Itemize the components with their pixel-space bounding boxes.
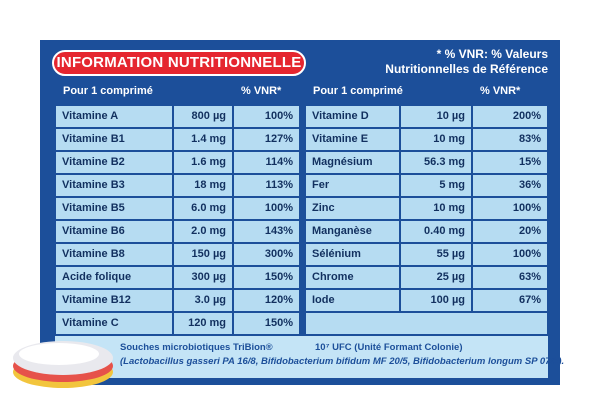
table-cell: 300 µg (173, 266, 233, 289)
column-header: Pour 1 comprimé (63, 85, 153, 97)
table-cell: 120 mg (173, 312, 233, 335)
table-cell: 150% (233, 266, 300, 289)
table-cell: Sélénium (305, 243, 400, 266)
table-cell: Magnésium (305, 151, 400, 174)
table-cell: 114% (233, 151, 300, 174)
table-cell: Vitamine B12 (55, 289, 173, 312)
table-cell: 55 µg (400, 243, 472, 266)
table-cell: 10 mg (400, 128, 472, 151)
footer-text: 10⁷ UFC (Unité Formant Colonie) (315, 342, 463, 353)
table-cell: 67% (472, 289, 548, 312)
table-cell: Iode (305, 289, 400, 312)
table-cell: 100% (472, 197, 548, 220)
table-cell: 100 µg (400, 289, 472, 312)
table-cell: 10 mg (400, 197, 472, 220)
tablet-icon (13, 341, 113, 388)
column-header: % VNR* (241, 85, 282, 97)
table-cell: 1.6 mg (173, 151, 233, 174)
table-cell: 25 µg (400, 266, 472, 289)
table-cell: 15% (472, 151, 548, 174)
table-cell: 3.0 µg (173, 289, 233, 312)
note: Nutritionnelles de Référence (385, 62, 548, 76)
table-cell: 36% (472, 174, 548, 197)
table-cell: 150 µg (173, 243, 233, 266)
table-cell: Zinc (305, 197, 400, 220)
note: * % VNR: % Valeurs (436, 47, 548, 61)
table-cell: Acide folique (55, 266, 173, 289)
table-cell: 18 mg (173, 174, 233, 197)
table-cell: 113% (233, 174, 300, 197)
table-cell: 0.40 mg (400, 220, 472, 243)
table-cell: 20% (472, 220, 548, 243)
table-cell: Vitamine B8 (55, 243, 173, 266)
empty-cell (305, 312, 548, 335)
table-cell: 100% (472, 243, 548, 266)
table-cell: Fer (305, 174, 400, 197)
table-cell: 143% (233, 220, 300, 243)
footer-text: (Lactobacillus gasseri PA 16/8, Bifidoba… (120, 356, 565, 367)
table-cell: Vitamine D (305, 105, 400, 128)
table-cell: 10 µg (400, 105, 472, 128)
table-cell: Vitamine A (55, 105, 173, 128)
table-cell: 800 µg (173, 105, 233, 128)
table-cell: 100% (233, 105, 300, 128)
table-cell: 63% (472, 266, 548, 289)
table-cell: 100% (233, 197, 300, 220)
table-cell: 83% (472, 128, 548, 151)
table-cell: Vitamine B2 (55, 151, 173, 174)
footer-text: Souches microbiotiques TriBion® (120, 342, 273, 353)
column-header: % VNR* (480, 85, 521, 97)
footer-box (55, 336, 548, 378)
table-cell: 6.0 mg (173, 197, 233, 220)
table-cell: 127% (233, 128, 300, 151)
table-cell: 120% (233, 289, 300, 312)
table-cell: 1.4 mg (173, 128, 233, 151)
table-cell: 5 mg (400, 174, 472, 197)
table-cell: Vitamine C (55, 312, 173, 335)
table-cell: 200% (472, 105, 548, 128)
table-cell: 300% (233, 243, 300, 266)
table-cell: Manganèse (305, 220, 400, 243)
table-cell: Vitamine B6 (55, 220, 173, 243)
table-cell: 56.3 mg (400, 151, 472, 174)
table-cell: 150% (233, 312, 300, 335)
table-cell: 2.0 mg (173, 220, 233, 243)
table-cell: Vitamine E (305, 128, 400, 151)
table-cell: Vitamine B5 (55, 197, 173, 220)
table-cell: Chrome (305, 266, 400, 289)
title: INFORMATION NUTRITIONNELLE (52, 50, 306, 76)
table-cell: Vitamine B3 (55, 174, 173, 197)
table-cell: Vitamine B1 (55, 128, 173, 151)
column-header: Pour 1 comprimé (313, 85, 403, 97)
